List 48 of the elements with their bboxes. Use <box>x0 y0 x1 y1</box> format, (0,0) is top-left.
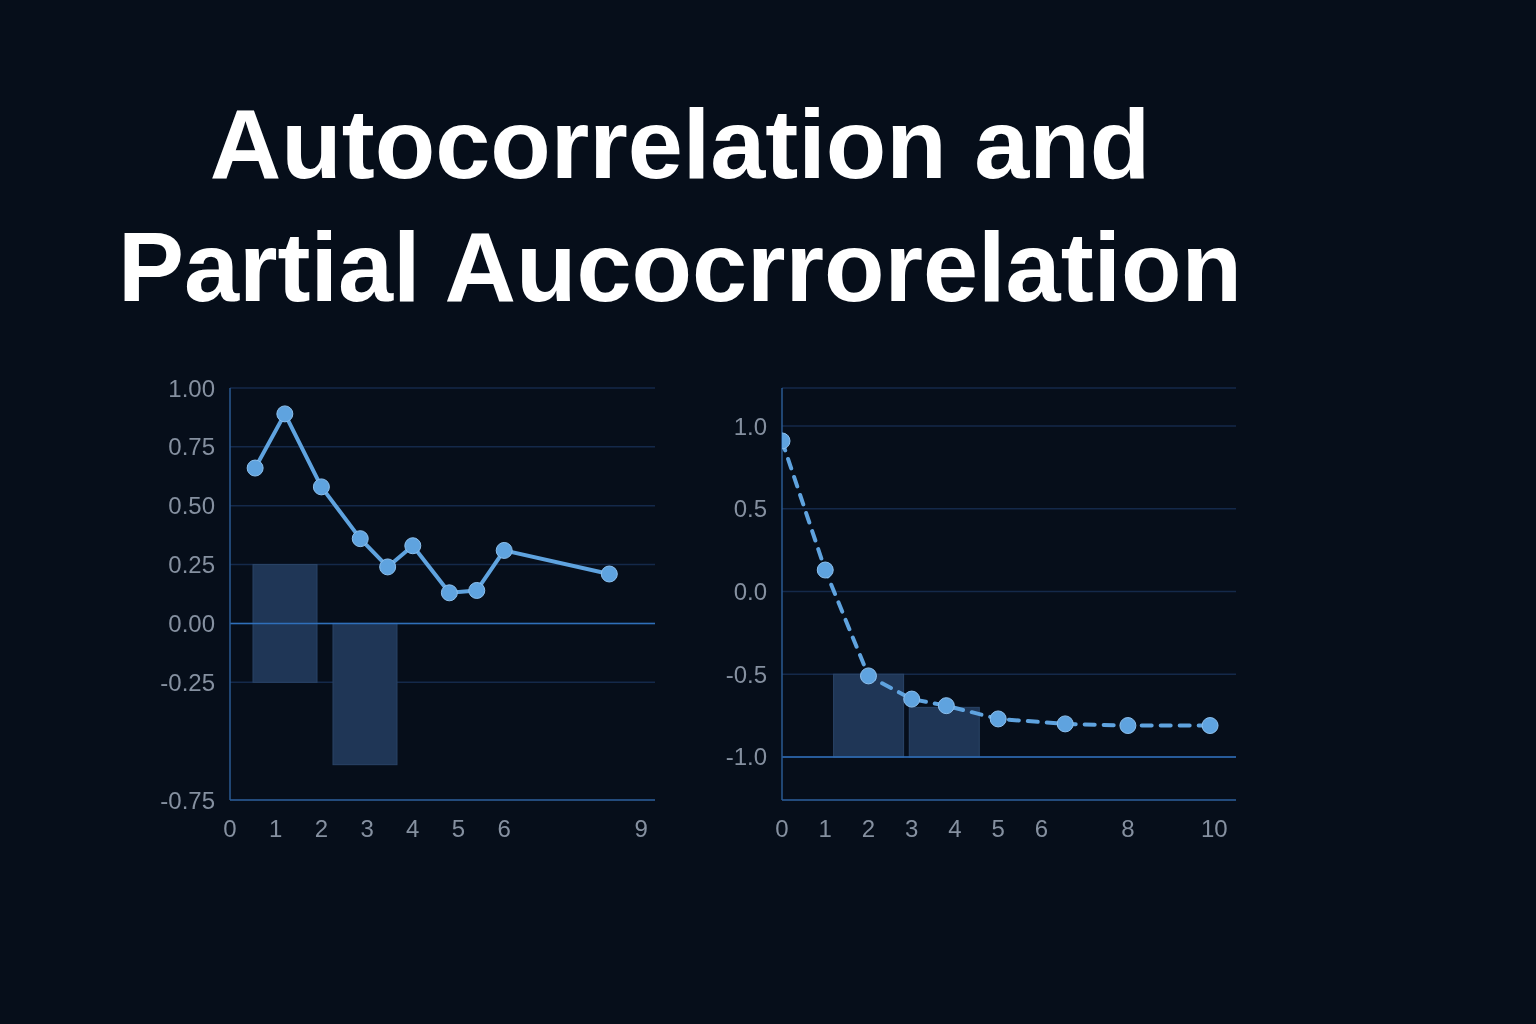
x-tick-label: 6 <box>1034 815 1049 843</box>
x-tick-label: 1 <box>269 815 283 843</box>
y-tick-label: -0.5 <box>725 660 767 688</box>
point <box>468 581 486 599</box>
y-tick-label: -0.25 <box>160 668 215 696</box>
x-tick-label: 0 <box>223 815 237 843</box>
point <box>600 565 618 583</box>
point <box>276 405 294 423</box>
point <box>351 530 369 548</box>
point <box>312 478 330 496</box>
x-tick-label: 1 <box>818 815 832 843</box>
x-tick-label: 0 <box>775 815 789 843</box>
y-tick-label: 0.50 <box>168 492 215 520</box>
x-tick-label: 6 <box>497 815 511 843</box>
y-tick-label: 0.25 <box>168 551 215 579</box>
chart-title: Autocorrelation and Partial Aucocrrorelation <box>116 87 1244 324</box>
x-tick-label: 9 <box>634 815 648 843</box>
point <box>440 584 458 602</box>
point <box>937 697 955 715</box>
point <box>816 561 834 579</box>
x-tick-label: 4 <box>948 815 962 843</box>
y-tick-label: -1.0 <box>725 743 767 771</box>
y-tick-label: 0.0 <box>733 578 767 606</box>
x-tick-label: 2 <box>314 815 329 843</box>
point <box>404 537 422 555</box>
x-tick-label: 2 <box>861 815 876 843</box>
y-tick-label: 1.0 <box>733 412 767 440</box>
point <box>1201 717 1219 735</box>
point <box>989 710 1007 728</box>
y-tick-label: 0.5 <box>733 495 767 523</box>
x-tick-label: 8 <box>1121 815 1135 843</box>
point <box>1119 717 1137 735</box>
x-tick-label: 3 <box>905 815 919 843</box>
point <box>246 459 264 477</box>
y-tick-label: 1.00 <box>168 374 215 402</box>
y-tick-label: 0.75 <box>168 433 215 461</box>
x-tick-label: 5 <box>991 815 1005 843</box>
x-tick-label: 5 <box>451 815 466 843</box>
point <box>495 541 513 559</box>
point <box>859 667 877 685</box>
x-tick-label: 3 <box>360 815 374 843</box>
point <box>379 558 397 576</box>
point <box>1056 715 1074 733</box>
x-tick-label: 4 <box>406 815 420 843</box>
point <box>903 690 921 708</box>
y-tick-label: 0.00 <box>168 609 215 637</box>
y-tick-label: -0.75 <box>160 786 215 814</box>
x-tick-label: 10 <box>1201 815 1228 843</box>
